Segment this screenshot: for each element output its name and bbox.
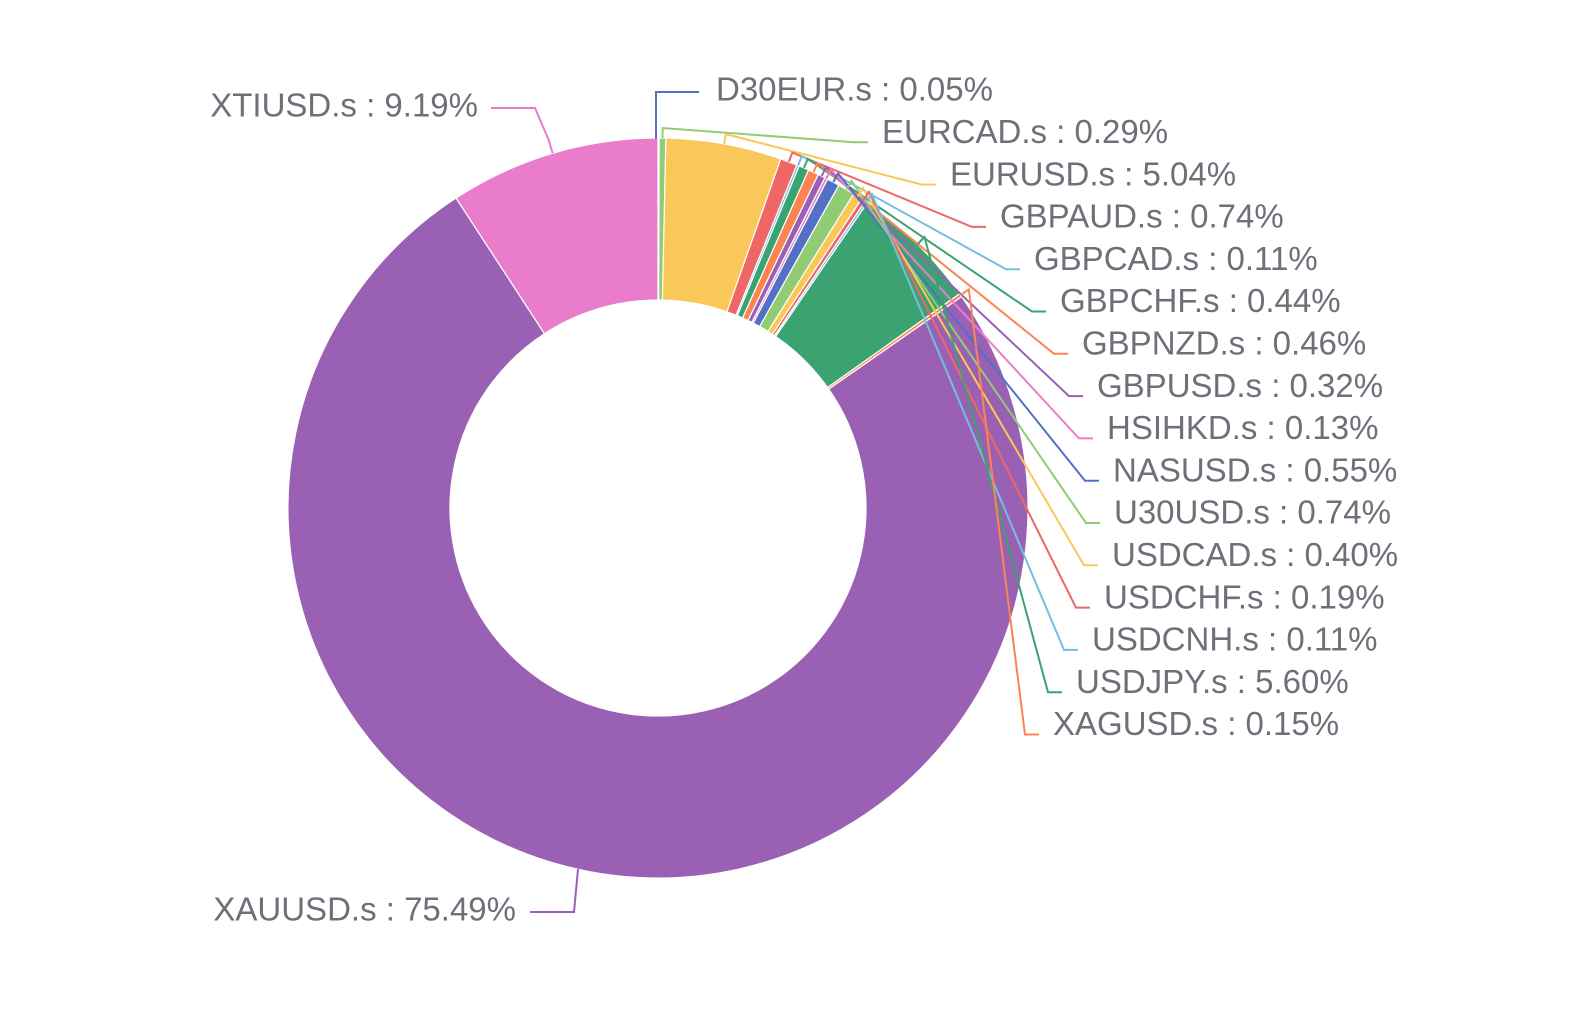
- slice-label-gbpusd-s: GBPUSD.s : 0.32%: [1097, 367, 1383, 404]
- slice-labels-layer: D30EUR.s : 0.05% EURCAD.s : 0.29% EURUSD.s…: [210, 71, 1398, 928]
- leader-line-gbpaud-s: [787, 151, 986, 228]
- leader-line-xauusd-s: [530, 868, 579, 913]
- slice-label-eurcad-s: EURCAD.s : 0.29%: [882, 113, 1168, 150]
- leader-line-usdcad-s: [856, 186, 1098, 567]
- leader-line-gbpchf-s: [802, 157, 1046, 313]
- slice-label-hsihkd-s: HSIHKD.s : 0.13%: [1107, 409, 1378, 446]
- leader-line-eurcad-s: [661, 126, 868, 144]
- leader-line-gbpnzd-s: [812, 161, 1068, 355]
- slice-label-xauusd-s: XAUUSD.s : 75.49%: [213, 891, 516, 928]
- leader-line-usdchf-s: [862, 189, 1090, 609]
- leader-line-u30usd-s: [845, 179, 1100, 524]
- slice-label-eurusd-s: EURUSD.s : 5.04%: [950, 155, 1236, 192]
- slice-label-usdjpy-s: USDJPY.s : 5.60%: [1076, 663, 1349, 700]
- leader-line-d30eur-s: [655, 91, 699, 139]
- slice-label-u30usd-s: U30USD.s : 0.74%: [1114, 494, 1391, 531]
- slice-label-usdchf-s: USDCHF.s : 0.19%: [1104, 578, 1385, 615]
- slice-label-gbpnzd-s: GBPNZD.s : 0.46%: [1082, 325, 1366, 362]
- leader-line-eurusd-s: [723, 132, 936, 186]
- slice-xtiusd-s[interactable]: [455, 137, 659, 335]
- slice-label-nasusd-s: NASUSD.s : 0.55%: [1113, 451, 1397, 488]
- slice-label-xagusd-s: XAGUSD.s : 0.15%: [1053, 705, 1339, 742]
- leader-line-xtiusd-s: [491, 107, 554, 154]
- leader-line-gbpusd-s: [820, 165, 1083, 398]
- leader-line-nasusd-s: [832, 171, 1099, 482]
- leader-line-hsihkd-s: [825, 167, 1093, 440]
- slice-label-d30eur-s: D30EUR.s : 0.05%: [716, 71, 993, 108]
- slices-layer: [287, 137, 1029, 879]
- slice-label-xtiusd-s: XTIUSD.s : 9.19%: [210, 87, 478, 124]
- leader-line-usdcnh-s: [865, 191, 1078, 651]
- slice-label-gbpchf-s: GBPCHF.s : 0.44%: [1060, 282, 1341, 319]
- slice-label-gbpcad-s: GBPCAD.s : 0.11%: [1034, 240, 1318, 277]
- slice-label-usdcnh-s: USDCNH.s : 0.11%: [1092, 621, 1377, 658]
- leader-line-xagusd-s: [960, 287, 1039, 736]
- leader-line-usdjpy-s: [916, 235, 1062, 694]
- leader-lines-layer: [491, 91, 1100, 913]
- slice-xauusd-s[interactable]: [287, 197, 1029, 879]
- slice-label-gbpaud-s: GBPAUD.s : 0.74%: [1000, 198, 1284, 235]
- leader-line-gbpcad-s: [797, 154, 1020, 271]
- slice-label-usdcad-s: USDCAD.s : 0.40%: [1112, 536, 1398, 573]
